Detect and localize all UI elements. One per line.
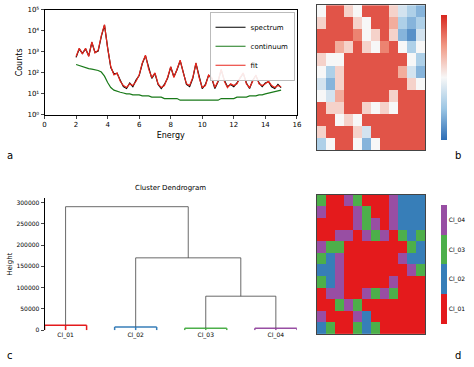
svg-text:spectrum: spectrum xyxy=(251,24,284,32)
svg-text:10²: 10² xyxy=(27,69,39,77)
svg-text:300000: 300000 xyxy=(16,199,39,206)
svg-text:200000: 200000 xyxy=(16,241,39,248)
svg-text:fit: fit xyxy=(251,62,258,70)
svg-text:c: c xyxy=(7,350,13,361)
svg-text:10³: 10³ xyxy=(27,48,39,56)
svg-text:10¹: 10¹ xyxy=(27,90,39,98)
svg-text:0: 0 xyxy=(36,326,40,333)
svg-text:8: 8 xyxy=(168,121,172,129)
svg-text:Cl_02: Cl_02 xyxy=(449,275,466,283)
svg-text:2: 2 xyxy=(74,121,78,129)
svg-text:150000: 150000 xyxy=(16,262,39,269)
svg-text:10: 10 xyxy=(198,121,207,129)
svg-text:Cl_04: Cl_04 xyxy=(449,216,466,224)
svg-text:100000: 100000 xyxy=(16,284,39,291)
svg-text:250000: 250000 xyxy=(16,220,39,227)
svg-text:16: 16 xyxy=(292,121,301,129)
svg-text:10⁵: 10⁵ xyxy=(27,6,39,14)
svg-text:Cluster Dendrogram: Cluster Dendrogram xyxy=(135,184,206,192)
svg-text:14: 14 xyxy=(261,121,270,129)
svg-text:b: b xyxy=(455,150,461,161)
svg-text:10⁴: 10⁴ xyxy=(27,27,39,35)
svg-text:Energy: Energy xyxy=(157,131,185,140)
svg-text:continuum: continuum xyxy=(251,43,289,51)
svg-text:50000: 50000 xyxy=(20,305,39,312)
svg-text:Cl_01: Cl_01 xyxy=(57,331,74,339)
svg-text:0: 0 xyxy=(42,121,46,129)
svg-text:10⁰: 10⁰ xyxy=(27,111,39,119)
svg-text:d: d xyxy=(455,350,461,361)
svg-text:6: 6 xyxy=(137,121,142,129)
svg-text:Counts: Counts xyxy=(15,48,24,76)
svg-text:Cl_02: Cl_02 xyxy=(127,331,144,339)
svg-text:a: a xyxy=(7,150,13,161)
svg-text:Cl_03: Cl_03 xyxy=(449,246,466,254)
svg-text:Height: Height xyxy=(6,252,14,275)
svg-text:4: 4 xyxy=(105,121,110,129)
svg-text:12: 12 xyxy=(229,121,238,129)
svg-text:Cl_03: Cl_03 xyxy=(198,331,215,339)
svg-text:Cl_04: Cl_04 xyxy=(268,331,285,339)
svg-text:Cl_01: Cl_01 xyxy=(449,305,466,313)
